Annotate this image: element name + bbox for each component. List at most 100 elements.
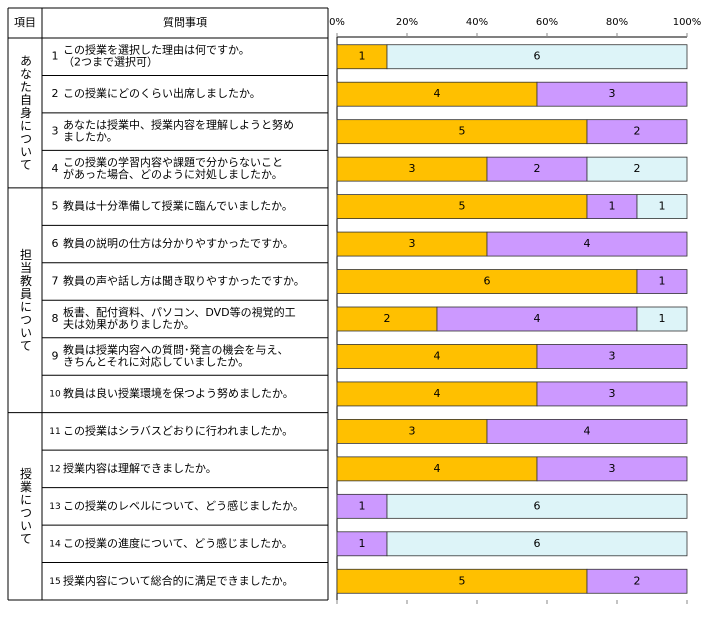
bar-segment [536, 456, 688, 482]
data-label: 3 [409, 162, 416, 175]
question-text: この授業の進度について、どう感じましたか。 [63, 536, 293, 550]
data-label: 4 [534, 312, 541, 325]
row-number: 13 [49, 502, 60, 512]
bar-segment [636, 269, 688, 294]
data-label: 4 [434, 462, 441, 475]
data-label: 6 [534, 537, 541, 550]
group-label: 授業について [19, 466, 33, 545]
row-number: 3 [52, 125, 59, 138]
bar-segment [586, 568, 688, 594]
question-text: 教員は授業内容への質問･発言の機会を与え、 [63, 342, 289, 356]
x-tick-label: 0% [329, 17, 345, 28]
data-label: 3 [409, 424, 416, 437]
data-label: 2 [634, 162, 641, 175]
data-label: 5 [459, 200, 466, 213]
bar-segment [586, 194, 638, 220]
data-label: 3 [609, 349, 616, 362]
bar-segment [336, 568, 588, 594]
row-number: 9 [52, 349, 59, 362]
row-number: 14 [49, 539, 61, 549]
data-label: 1 [359, 537, 366, 550]
bar-segment [486, 418, 688, 444]
bar-segment [536, 381, 688, 407]
question-text: 板書、配付資料、パソコン、DVD等の視覚的工 [63, 305, 296, 319]
data-label: 6 [534, 499, 541, 512]
question-text: この授業の学習内容や課題で分からないこと [63, 155, 283, 169]
data-label: 3 [609, 462, 616, 475]
data-label: 1 [609, 200, 616, 213]
header-item: 項目 [14, 16, 36, 29]
question-text: （2つまで選択可） [63, 55, 158, 69]
data-label: 1 [359, 499, 366, 512]
question-text: 教員は良い授業環境を保つよう努めましたか。 [63, 386, 294, 400]
question-text: あなたは授業中、授業内容を理解しようと努め [63, 118, 294, 132]
question-text: 教員の声や話し方は聞き取りやすかったですか。 [63, 274, 305, 288]
row-number: 5 [52, 200, 59, 213]
data-label: 2 [534, 162, 541, 175]
bar-segment [336, 81, 538, 107]
row-number: 4 [52, 162, 59, 175]
data-label: 4 [434, 349, 441, 362]
bar-segment [336, 194, 588, 220]
x-tick-label: 20% [396, 17, 418, 28]
data-label: 1 [659, 200, 666, 213]
bar-segment [336, 44, 388, 70]
bar-segment [486, 156, 588, 182]
data-label: 4 [434, 387, 441, 400]
question-text: があった場合、どのように対処しましたか。 [63, 167, 283, 181]
row-number: 15 [49, 577, 60, 587]
bar-segment [336, 456, 538, 482]
row-number: 11 [49, 427, 60, 437]
data-label: 6 [534, 50, 541, 63]
data-label: 2 [384, 312, 391, 325]
bar-segment [636, 306, 688, 332]
data-label: 1 [659, 275, 666, 288]
bar-segment [336, 156, 488, 182]
data-label: 6 [484, 275, 491, 288]
question-text: この授業のレベルについて、どう感じましたか。 [63, 498, 304, 512]
data-label: 2 [634, 125, 641, 138]
data-label: 3 [609, 387, 616, 400]
bar-segment [636, 194, 688, 220]
x-tick-label: 60% [536, 17, 558, 28]
group-label: あなた自身について [19, 54, 33, 171]
bar-segment [336, 381, 538, 407]
bar-segment [336, 269, 638, 294]
data-label: 4 [584, 237, 591, 250]
bar-segment [436, 306, 638, 332]
bar-segment [336, 418, 488, 444]
data-label: 4 [584, 424, 591, 437]
bar-segment [336, 231, 488, 257]
bar-segment [386, 493, 688, 519]
row-number: 6 [52, 237, 59, 250]
data-label: 3 [409, 237, 416, 250]
question-text: この授業を選択した理由は何ですか。 [63, 43, 250, 57]
bar-segment [586, 156, 688, 182]
row-number: 12 [49, 464, 60, 474]
question-text: きちんとそれに対応していましたか。 [63, 354, 249, 368]
question-text: ましたか。 [63, 131, 118, 144]
row-number: 7 [52, 275, 59, 288]
row-number: 1 [52, 50, 59, 63]
data-label: 2 [634, 574, 641, 587]
bar-segment [386, 531, 688, 557]
bar-segment [336, 344, 538, 369]
question-text: 授業内容について総合的に満足できましたか。 [63, 573, 293, 587]
question-text: 教員は十分準備して授業に臨んでいましたか。 [63, 199, 293, 213]
x-tick-label: 100% [673, 17, 702, 28]
header-question: 質問事項 [163, 15, 207, 29]
question-text: 授業内容は理解できましたか。 [63, 461, 217, 475]
row-number: 10 [49, 389, 61, 399]
bar-segment [336, 531, 388, 557]
data-label: 4 [434, 87, 441, 100]
bar-segment [536, 344, 688, 369]
data-label: 5 [459, 574, 466, 587]
bar-segment [586, 119, 688, 145]
data-label: 5 [459, 125, 466, 138]
x-tick-label: 80% [606, 17, 628, 28]
row-number: 2 [52, 87, 59, 100]
row-number: 8 [52, 312, 59, 325]
bar-segment [336, 306, 438, 332]
question-text: 教員の説明の仕方は分かりやすかったですか。 [63, 236, 294, 250]
